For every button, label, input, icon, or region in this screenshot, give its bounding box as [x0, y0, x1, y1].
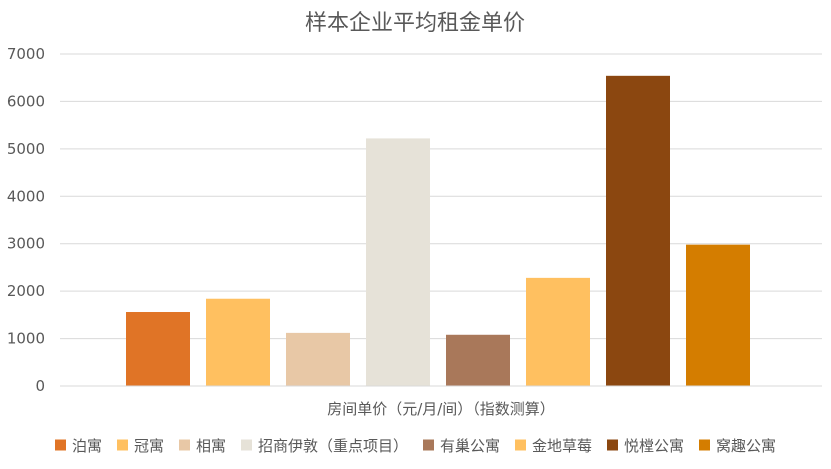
legend-item: 冠寓: [117, 437, 164, 455]
legend-label: 悦樘公寓: [624, 437, 684, 455]
legend-item: 窝趣公寓: [699, 437, 776, 455]
legend-swatch: [179, 439, 190, 451]
legend-label: 有巢公寓: [440, 437, 500, 455]
legend-label: 冠寓: [134, 437, 164, 455]
legend-label: 相寓: [196, 437, 226, 455]
x-axis-label: 房间单价（元/月/间）（指数测算）: [327, 400, 555, 418]
legend-item: 有巢公寓: [423, 437, 500, 455]
legend-swatch: [55, 439, 66, 451]
bar: [686, 244, 750, 386]
legend-item: 招商伊敦（重点项目）: [241, 437, 408, 455]
y-tick-label: 5000: [7, 140, 45, 158]
legend-label: 金地草莓: [532, 437, 592, 455]
bar: [606, 75, 670, 387]
y-tick-label: 2000: [7, 282, 45, 300]
legend-swatch: [607, 439, 618, 451]
gridlines: [60, 53, 822, 340]
legend-label: 招商伊敦（重点项目）: [258, 437, 408, 455]
y-tick-label: 6000: [7, 92, 45, 110]
legend-swatch: [515, 439, 526, 451]
legend-item: 相寓: [179, 437, 226, 455]
chart-title: 样本企业平均租金单价: [305, 11, 525, 36]
legend-swatch: [241, 439, 252, 451]
y-tick-label: 0: [35, 377, 45, 395]
bar: [446, 334, 510, 386]
legend-swatch: [699, 439, 710, 451]
bar: [126, 312, 190, 386]
legend-label: 泊寓: [72, 437, 102, 455]
y-tick-label: 3000: [7, 235, 45, 253]
bars: [126, 75, 750, 387]
legend-item: 金地草莓: [515, 437, 592, 455]
legend-label: 窝趣公寓: [716, 437, 776, 455]
bar: [526, 277, 590, 386]
bar: [366, 138, 430, 386]
y-tick-label: 7000: [7, 45, 45, 63]
legend-item: 泊寓: [55, 437, 102, 455]
bar: [206, 298, 270, 386]
bar: [286, 332, 350, 386]
legend-item: 悦樘公寓: [607, 437, 684, 455]
legend-swatch: [423, 439, 434, 451]
y-axis-ticks: 0 1000 2000 3000 4000 5000 6000 7000: [7, 45, 45, 395]
y-tick-label: 1000: [7, 330, 45, 348]
legend: 泊寓 冠寓 相寓 招商伊敦（重点项目） 有巢公寓 金地草莓 悦樘公寓 窝趣公寓: [55, 437, 776, 455]
y-tick-label: 4000: [7, 187, 45, 205]
legend-swatch: [117, 439, 128, 451]
